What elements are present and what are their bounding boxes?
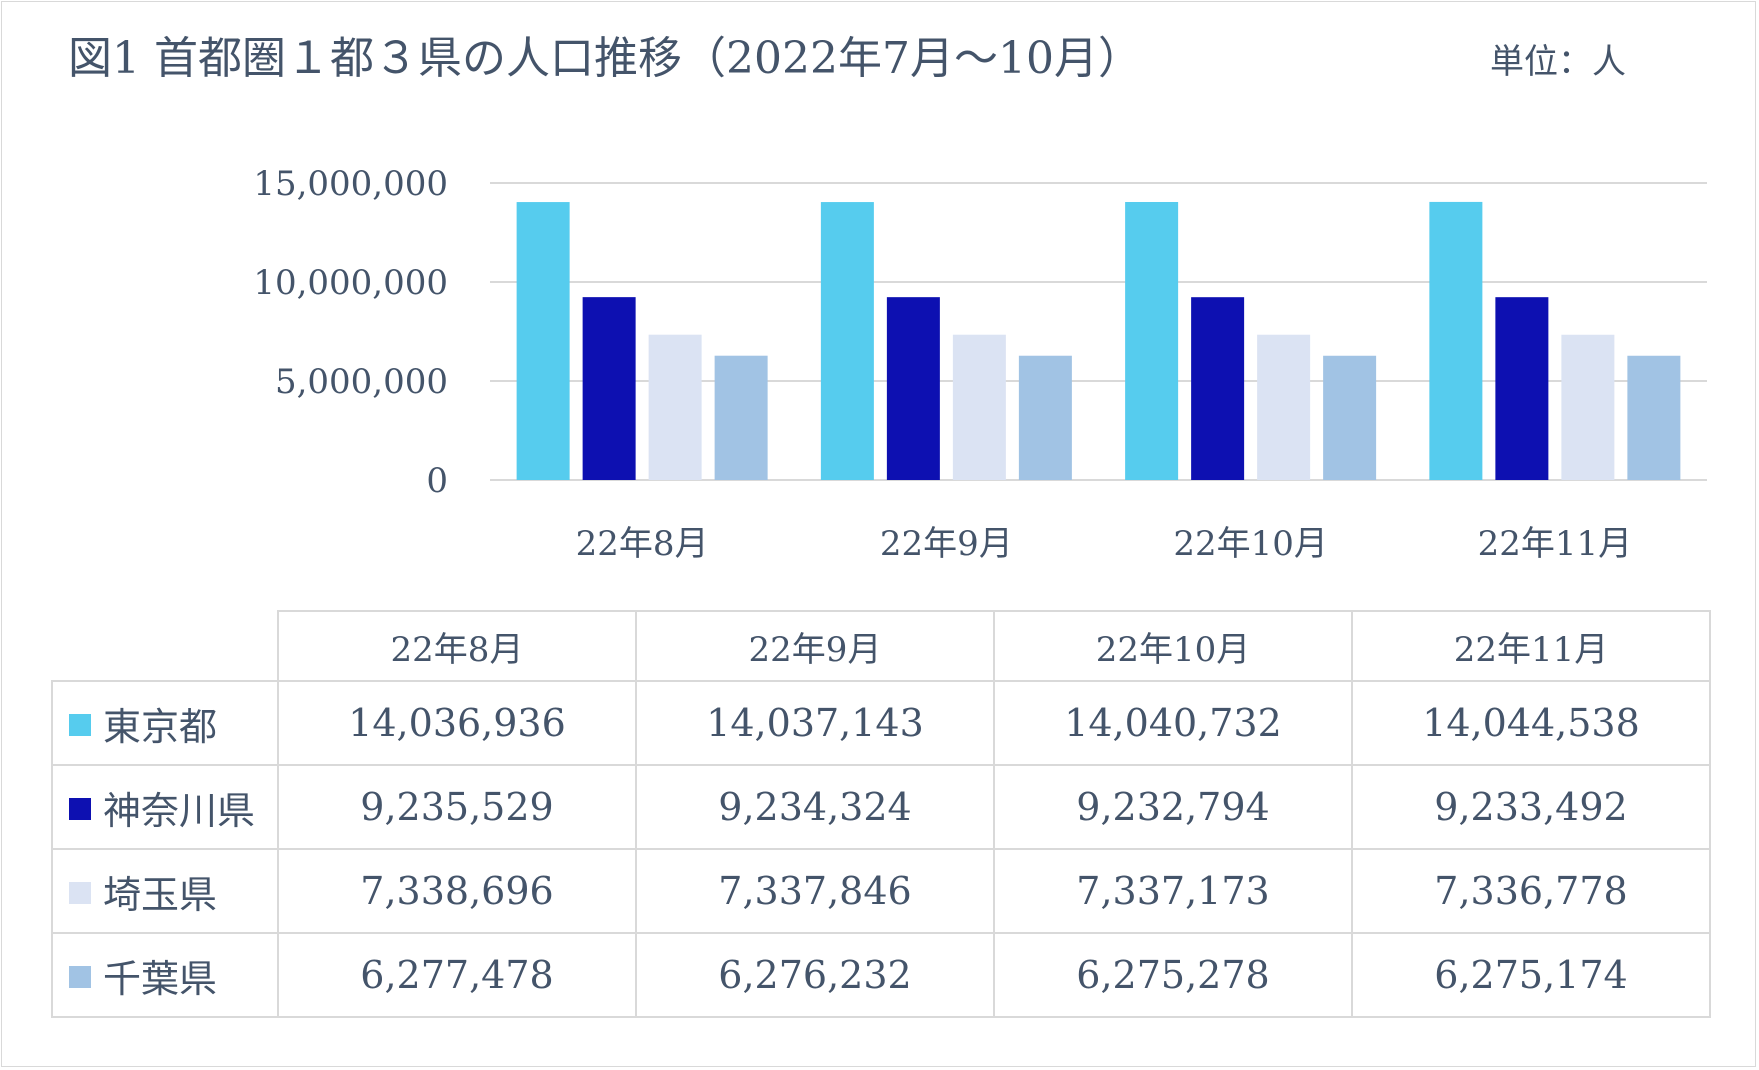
table-col-header: 22年9月 xyxy=(635,610,995,682)
bar xyxy=(1627,355,1681,480)
bar-chart: 0 5,000,000 10,000,000 15,000,000 22年8月 22年9月… xyxy=(253,164,1707,564)
x-tick-label: 22年11月 xyxy=(1478,524,1633,564)
data-table: 22年8月 22年9月 22年10月 22年11月 東京都 14,036,936… xyxy=(51,610,1711,1018)
table-cell: 9,233,492 xyxy=(1351,764,1711,850)
bar xyxy=(952,334,1006,480)
x-tick-label: 22年10月 xyxy=(1173,524,1328,564)
bar xyxy=(1125,201,1179,480)
series-name: 埼玉県 xyxy=(103,872,218,917)
bar xyxy=(1323,355,1377,480)
table-cell: 6,276,232 xyxy=(635,932,995,1018)
table-cell: 9,235,529 xyxy=(277,764,637,850)
bar xyxy=(1561,334,1615,480)
table-cell: 14,044,538 xyxy=(1351,680,1711,766)
unit-label: 単位：人 xyxy=(1490,42,1626,82)
bar xyxy=(1495,297,1549,480)
bar xyxy=(648,334,702,480)
table-row-label: 東京都 xyxy=(51,680,279,766)
table-row-label: 埼玉県 xyxy=(51,848,279,934)
table-row-label: 千葉県 xyxy=(51,932,279,1018)
bar xyxy=(516,202,570,480)
table-cell: 14,036,936 xyxy=(277,680,637,766)
y-tick-label: 5,000,000 xyxy=(275,362,448,402)
table-row: 神奈川県 9,235,529 9,234,324 9,232,794 9,233… xyxy=(51,764,1711,850)
table-cell: 6,277,478 xyxy=(277,932,637,1018)
bar xyxy=(582,297,636,480)
legend-swatch xyxy=(69,713,91,736)
y-tick-label: 10,000,000 xyxy=(253,263,448,303)
table-cell: 9,232,794 xyxy=(993,764,1353,850)
table-row: 千葉県 6,277,478 6,276,232 6,275,278 6,275,… xyxy=(51,932,1711,1018)
bar xyxy=(1191,297,1245,480)
table-cell: 6,275,278 xyxy=(993,932,1353,1018)
series-name: 東京都 xyxy=(103,704,218,749)
bar xyxy=(1429,201,1483,480)
table-row: 埼玉県 7,338,696 7,337,846 7,337,173 7,336,… xyxy=(51,848,1711,934)
table-col-header: 22年10月 xyxy=(993,610,1353,682)
table-cell: 6,275,174 xyxy=(1351,932,1711,1018)
table-row-label: 神奈川県 xyxy=(51,764,279,850)
y-tick-label: 15,000,000 xyxy=(253,164,448,204)
table-cell: 7,337,173 xyxy=(993,848,1353,934)
table-corner-cell xyxy=(52,611,279,682)
table-cell: 9,234,324 xyxy=(635,764,995,850)
legend-swatch xyxy=(69,965,91,988)
table-cell: 14,037,143 xyxy=(635,680,995,766)
chart-title: 図1 首都圏１都３県の人口推移（2022年7月～10月） xyxy=(68,33,1142,84)
table-col-header: 22年11月 xyxy=(1351,610,1711,682)
table-cell: 7,337,846 xyxy=(635,848,995,934)
bar xyxy=(1257,334,1311,480)
legend-swatch xyxy=(69,797,91,820)
bar xyxy=(1018,355,1072,480)
table-cell: 7,338,696 xyxy=(277,848,637,934)
table-row: 東京都 14,036,936 14,037,143 14,040,732 14,… xyxy=(51,680,1711,766)
table-col-header: 22年8月 xyxy=(277,610,637,682)
bar xyxy=(820,202,874,480)
x-tick-label: 22年9月 xyxy=(880,524,1013,564)
table-cell: 14,040,732 xyxy=(993,680,1353,766)
table-header-row: 22年8月 22年9月 22年10月 22年11月 xyxy=(52,610,1711,682)
bar xyxy=(886,297,940,480)
legend-swatch xyxy=(69,881,91,904)
bar xyxy=(714,355,768,480)
y-tick-label: 0 xyxy=(426,461,448,501)
series-name: 千葉県 xyxy=(103,956,218,1001)
x-tick-label: 22年8月 xyxy=(576,524,709,564)
table-cell: 7,336,778 xyxy=(1351,848,1711,934)
series-name: 神奈川県 xyxy=(103,788,256,833)
